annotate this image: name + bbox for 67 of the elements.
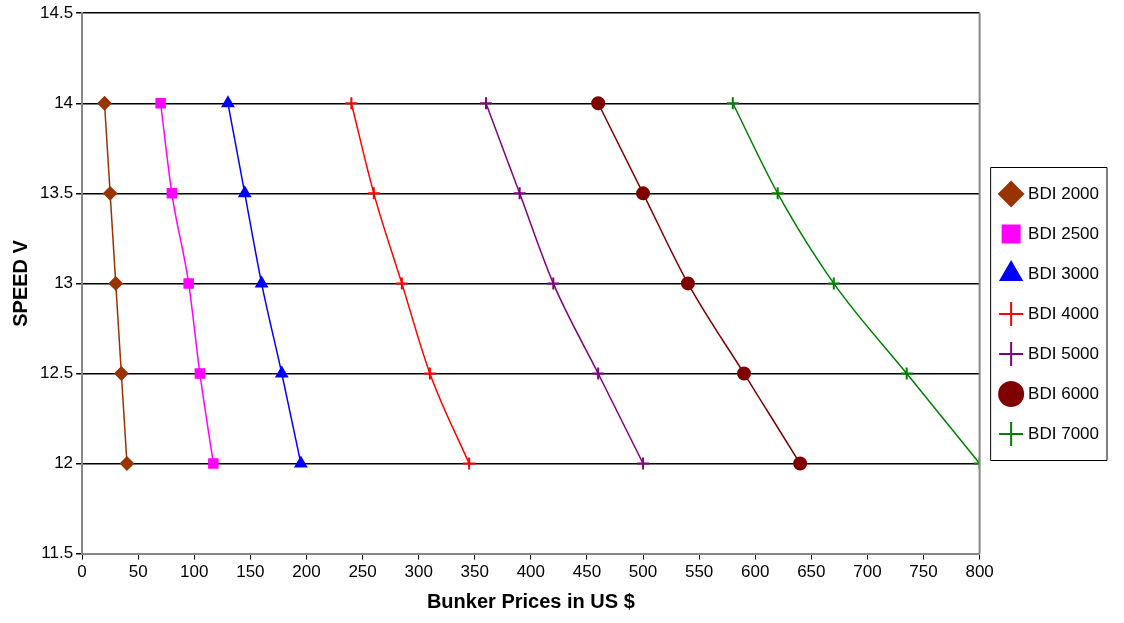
point <box>793 456 808 471</box>
point <box>97 96 112 111</box>
x-tick-label: 550 <box>684 562 714 582</box>
point <box>119 456 134 471</box>
legend-label: BDI 7000 <box>1028 423 1100 443</box>
point <box>108 276 123 291</box>
x-tick-label: 750 <box>909 562 938 582</box>
point <box>680 276 695 291</box>
point <box>208 458 219 469</box>
point <box>275 366 288 378</box>
x-tick-label: 350 <box>460 562 489 582</box>
x-tick-label: 600 <box>741 562 770 582</box>
x-tick-label: 250 <box>348 562 377 582</box>
point <box>770 186 785 201</box>
point <box>255 276 268 288</box>
point <box>294 456 308 468</box>
x-tick-label: 800 <box>965 562 994 582</box>
x-tick-label: 450 <box>572 562 602 582</box>
legend-label: BDI 3000 <box>1028 263 1100 283</box>
point <box>366 186 381 201</box>
point <box>546 276 561 291</box>
point <box>166 188 178 199</box>
x-tick-label: 50 <box>128 562 148 582</box>
point <box>183 278 194 289</box>
x-tick-label: 0 <box>77 562 87 582</box>
point <box>344 96 359 111</box>
point <box>462 456 477 471</box>
point <box>114 366 129 381</box>
y-tick-label: 14 <box>54 92 74 112</box>
point <box>591 96 606 111</box>
point <box>194 368 206 379</box>
point <box>238 186 251 198</box>
point <box>899 366 914 381</box>
legend-label: BDI 5000 <box>1028 343 1100 363</box>
point <box>826 276 841 291</box>
legend-label: BDI 2500 <box>1028 223 1100 243</box>
legend-label: BDI 6000 <box>1028 383 1100 403</box>
legend-label: BDI 4000 <box>1028 303 1100 323</box>
x-tick-label: 500 <box>628 562 658 582</box>
x-tick-label: 400 <box>516 562 546 582</box>
y-tick-label: 12 <box>54 453 74 473</box>
point <box>478 96 493 111</box>
legend-label: BDI 2000 <box>1028 183 1100 203</box>
point <box>636 186 651 201</box>
point <box>394 276 409 291</box>
x-tick-label: 150 <box>236 562 265 582</box>
point <box>422 366 437 381</box>
x-axis-title: Bunker Prices in US $ <box>426 589 635 612</box>
x-tick-label: 700 <box>853 562 882 582</box>
point <box>221 96 235 108</box>
x-tick-label: 100 <box>180 562 209 582</box>
y-tick-label: 14.5 <box>39 2 74 22</box>
point <box>636 456 651 471</box>
point <box>103 186 118 201</box>
point <box>725 96 740 111</box>
y-tick-label: 11.5 <box>41 543 74 563</box>
x-tick-label: 300 <box>404 562 433 582</box>
x-tick-label: 650 <box>797 562 826 582</box>
point <box>155 98 166 109</box>
point <box>512 186 527 201</box>
y-tick-label: 13.5 <box>39 183 74 203</box>
point <box>737 366 752 381</box>
x-tick-label: 200 <box>292 562 321 582</box>
y-axis-title: SPEED V <box>8 239 31 327</box>
point <box>591 366 606 381</box>
y-tick-label: 13 <box>54 273 74 293</box>
y-tick-label: 12.5 <box>39 363 74 383</box>
